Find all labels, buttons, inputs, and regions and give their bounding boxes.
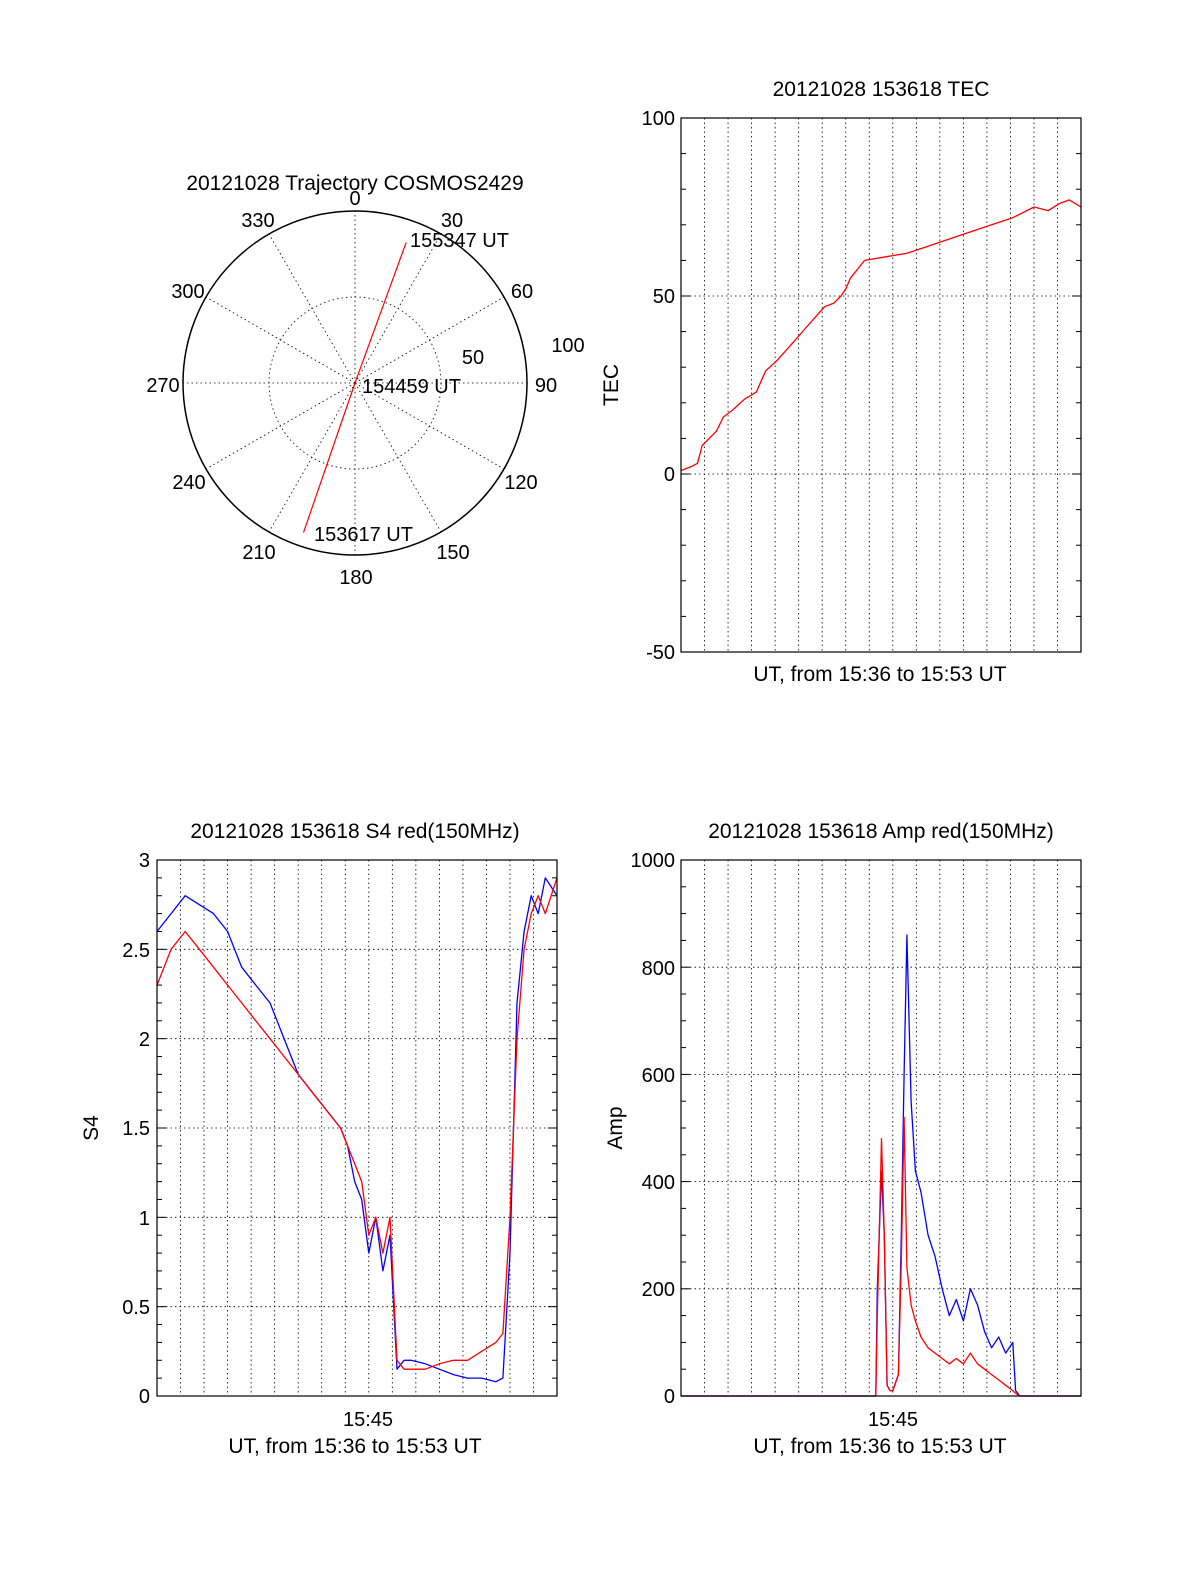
tec-ytick: 50 <box>653 286 675 308</box>
amp-ytick: 0 <box>664 1386 675 1408</box>
polar-spoke <box>354 233 442 384</box>
s4-ytick: 0.5 <box>122 1297 150 1319</box>
amp-grid <box>681 860 1081 1396</box>
polar-azimuth-label: 270 <box>146 375 179 397</box>
amp-series <box>681 934 1081 1397</box>
amp-ytick: 1000 <box>631 850 676 872</box>
polar-spoke <box>354 296 505 384</box>
s4-title: 20121028 153618 S4 red(150MHz) <box>190 820 519 843</box>
s4-ytick: 0 <box>139 1386 150 1408</box>
p3-series-line-1 <box>681 1116 1081 1397</box>
amp-xlabel: UT, from 15:36 to 15:53 UT <box>753 1435 1006 1458</box>
tec-ylabel: TEC <box>600 364 623 406</box>
polar-spoke <box>268 382 356 533</box>
tec-minor-ticks <box>681 117 1081 653</box>
polar-trajectory <box>302 242 407 533</box>
amp-chart: 20121028 153618 Amp red(150MHz) 0 200 40… <box>604 820 1082 1458</box>
s4-series <box>156 877 558 1383</box>
polar-outer-ring <box>182 210 528 556</box>
tec-title: 20121028 153618 TEC <box>773 78 990 101</box>
p2-series-line-0 <box>156 877 558 1383</box>
s4-ytick: 2 <box>139 1029 150 1051</box>
tec-ytick: -50 <box>646 642 675 664</box>
polar-annotation: 155347 UT <box>410 230 509 252</box>
s4-ytick: 3 <box>139 850 150 872</box>
p2-series-line-1 <box>156 877 558 1370</box>
tec-frame <box>680 117 1082 653</box>
polar-grid <box>183 211 527 555</box>
s4-xlabel: UT, from 15:36 to 15:53 UT <box>228 1435 481 1458</box>
tec-series <box>681 199 1082 472</box>
s4-chart: 20121028 153618 S4 red(150MHz) 0 0.5 1 1… <box>80 820 558 1458</box>
s4-xtick: 15:45 <box>343 1409 393 1431</box>
s4-ytick: 1 <box>139 1208 150 1230</box>
s4-ytick: 2.5 <box>122 940 150 962</box>
tec-xlabel: UT, from 15:36 to 15:53 UT <box>753 663 1006 686</box>
amp-ytick: 200 <box>642 1279 675 1301</box>
amp-ytick: 800 <box>642 958 675 980</box>
polar-spoke <box>268 233 356 384</box>
amp-ylabel: Amp <box>604 1106 627 1149</box>
polar-spoke <box>205 382 356 470</box>
s4-grid <box>157 860 557 1396</box>
amp-frame <box>680 859 1082 1397</box>
tec-chart: 20121028 153618 TEC -50 0 50 100 TEC UT,… <box>600 78 1082 686</box>
tec-grid <box>681 118 1081 652</box>
polar-title: 20121028 Trajectory COSMOS2429 <box>186 172 523 195</box>
polar-azimuth-label: 150 <box>436 542 469 564</box>
polar-azimuth-label: 240 <box>172 472 205 494</box>
polar-azimuth-labels: 0 30 60 90 120 150 180 210 240 270 300 3… <box>146 188 557 589</box>
polar-radial-label: 100 <box>551 335 584 357</box>
tec-ytick: 0 <box>664 464 675 486</box>
s4-minor-ticks <box>157 859 557 1397</box>
amp-minor-ticks <box>681 859 1081 1397</box>
polar-azimuth-label: 30 <box>441 210 463 232</box>
polar-spoke <box>205 296 356 384</box>
polar-azimuth-label: 330 <box>241 210 274 232</box>
amp-title: 20121028 153618 Amp red(150MHz) <box>708 820 1054 843</box>
p1-series-line-0 <box>681 199 1082 472</box>
polar-ring-50 <box>268 296 442 470</box>
polar-azimuth-label: 210 <box>242 542 275 564</box>
polar-azimuth-label: 180 <box>339 567 372 589</box>
amp-ytick: 600 <box>642 1065 675 1087</box>
polar-spoke <box>354 382 442 533</box>
polar-radial-label: 50 <box>462 347 484 369</box>
polar-azimuth-label: 60 <box>511 281 533 303</box>
amp-xtick: 15:45 <box>868 1409 918 1431</box>
s4-ytick: 1.5 <box>122 1118 150 1140</box>
polar-azimuth-label: 120 <box>504 472 537 494</box>
polar-azimuth-label: 90 <box>535 375 557 397</box>
polar-annotation: 154459 UT <box>362 376 461 398</box>
tec-ytick: 100 <box>642 108 675 130</box>
polar-trajectory-line <box>302 242 407 533</box>
polar-azimuth-label: 300 <box>171 281 204 303</box>
polar-chart: 20121028 Trajectory COSMOS2429 0 30 60 9… <box>146 172 584 589</box>
amp-ytick: 400 <box>642 1172 675 1194</box>
polar-azimuth-label: 0 <box>349 188 360 210</box>
s4-ylabel: S4 <box>80 1115 103 1141</box>
polar-annotation: 153617 UT <box>314 524 413 546</box>
